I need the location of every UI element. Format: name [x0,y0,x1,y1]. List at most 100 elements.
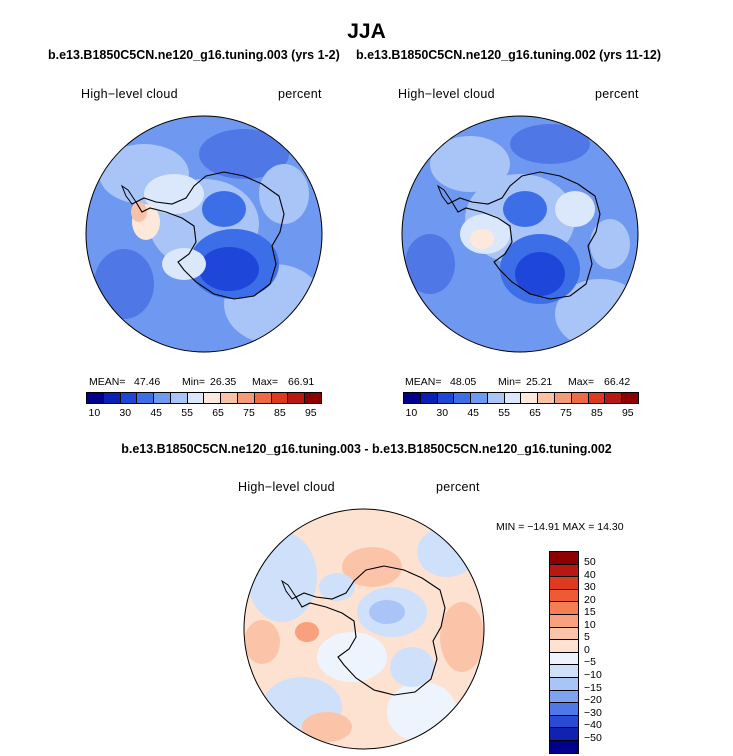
colorbar-tick-label: 65 [212,407,224,419]
colorbar-tick-label: −5 [584,656,596,669]
panel-2-colorbar-ticks: 10 30 45 55 65 75 85 95 [403,407,637,421]
colorbar-swatch [550,690,578,704]
panel-1-min-value: 26.35 [210,376,237,388]
colorbar-tick-label: 20 [584,593,596,606]
colorbar-tick-label: 85 [591,407,603,419]
colorbar-tick-label: 95 [304,407,317,419]
colorbar-swatch [550,614,578,628]
colorbar-swatch [271,393,289,403]
colorbar-tick-label: −50 [584,731,602,744]
difference-variable-label: High−level cloud [238,480,335,494]
difference-polar-map [243,508,485,750]
panel-2-min-value: 25.21 [526,376,553,388]
panel-1-max-label: Max= [252,376,278,388]
panel-2-variable-label: High−level cloud [398,87,495,101]
colorbar-tick-label: 30 [436,407,449,419]
colorbar-tick-label: 85 [274,407,286,419]
panel-1-min-label: Min= [182,376,206,388]
panel-1-variable-label: High−level cloud [81,87,178,101]
panel-2-max-label: Max= [568,376,594,388]
colorbar-swatch [550,564,578,578]
colorbar-swatch [471,393,488,403]
colorbar-tick-label: 45 [467,407,480,419]
colorbar-swatch [204,393,222,403]
colorbar-tick-label: 55 [181,407,193,419]
colorbar-swatch [550,703,578,716]
colorbar-swatch [622,393,638,403]
colorbar-tick-label: 5 [584,631,590,644]
panel-2-mean-value: 48.05 [450,376,477,388]
colorbar-tick-label: 75 [560,407,572,419]
colorbar-tick-label: 50 [584,556,596,568]
colorbar-swatch [87,393,104,403]
colorbar-swatch [550,677,578,691]
colorbar-swatch [420,393,438,403]
colorbar-swatch [550,552,578,565]
colorbar-tick-label: 10 [405,407,418,419]
panel-1-mean-value: 47.46 [134,376,161,388]
colorbar-swatch [137,393,155,403]
colorbar-swatch [187,393,205,403]
colorbar-tick-label: 75 [243,407,255,419]
colorbar-swatch [550,627,578,641]
colorbar-swatch [454,393,472,403]
colorbar-tick-label: 30 [119,407,132,419]
panel-2-max-value: 66.42 [604,376,631,388]
colorbar-tick-label: 55 [498,407,510,419]
colorbar-tick-label: 10 [88,407,101,419]
colorbar-swatch [550,652,578,666]
colorbar-swatch [550,740,578,753]
colorbar-swatch [550,715,578,729]
difference-title: b.e13.B1850C5CN.ne120_g16.tuning.003 - b… [121,442,612,456]
colorbar-tick-label: −30 [584,706,602,719]
colorbar-swatch [571,393,589,403]
colorbar-swatch [550,589,578,603]
colorbar-swatch [120,393,138,403]
panel-1-colorbar-ticks: 10 30 45 55 65 75 85 95 [86,407,320,421]
colorbar-swatch [254,393,272,403]
colorbar-tick-label: 65 [529,407,541,419]
panel-2-min-label: Min= [498,376,522,388]
colorbar-swatch [550,728,578,741]
panel-2-colorbar [403,392,639,404]
colorbar-swatch [504,393,522,403]
colorbar-tick-label: −20 [584,694,602,707]
panel-2-run-title: b.e13.B1850C5CN.ne120_g16.tuning.002 (yr… [356,48,662,62]
colorbar-swatch [550,602,578,615]
panel-2-mean-label: MEAN= [405,376,442,388]
colorbar-tick-label: 15 [584,606,596,619]
colorbar-swatch [550,640,578,653]
colorbar-tick-label: −15 [584,681,602,694]
panel-2-polar-map [401,115,639,353]
colorbar-tick-label: 0 [584,643,590,656]
colorbar-swatch [154,393,171,403]
plot-title: JJA [347,20,386,43]
difference-units-label: percent [436,480,480,494]
colorbar-swatch [305,393,321,403]
panel-1-colorbar [86,392,322,404]
difference-min-max: MIN = −14.91 MAX = 14.30 [496,521,624,533]
colorbar-swatch [170,393,188,403]
difference-colorbar [549,551,579,754]
colorbar-swatch [521,393,539,403]
colorbar-swatch [487,393,505,403]
panel-2-units-label: percent [595,87,639,101]
colorbar-tick-label: 10 [584,618,596,631]
colorbar-swatch [555,393,572,403]
colorbar-tick-label: 95 [621,407,634,419]
colorbar-tick-label: 40 [584,568,596,581]
colorbar-swatch [605,393,623,403]
colorbar-tick-label: −40 [584,719,602,732]
panel-1-units-label: percent [278,87,322,101]
colorbar-swatch [103,393,121,403]
colorbar-swatch [221,393,239,403]
panel-1-mean-label: MEAN= [89,376,126,388]
colorbar-swatch [404,393,421,403]
colorbar-swatch [238,393,255,403]
colorbar-tick-label: 45 [150,407,163,419]
panel-1-max-value: 66.91 [288,376,315,388]
panel-1-polar-map [85,115,323,353]
difference-colorbar-ticks: 50 40 30 20 15 10 5 0 −5 −10 −15 −20 −30 −40 −50 [584,551,614,744]
panel-1-run-title: b.e13.B1850C5CN.ne120_g16.tuning.003 (yr… [48,48,340,62]
colorbar-tick-label: −10 [584,668,602,681]
